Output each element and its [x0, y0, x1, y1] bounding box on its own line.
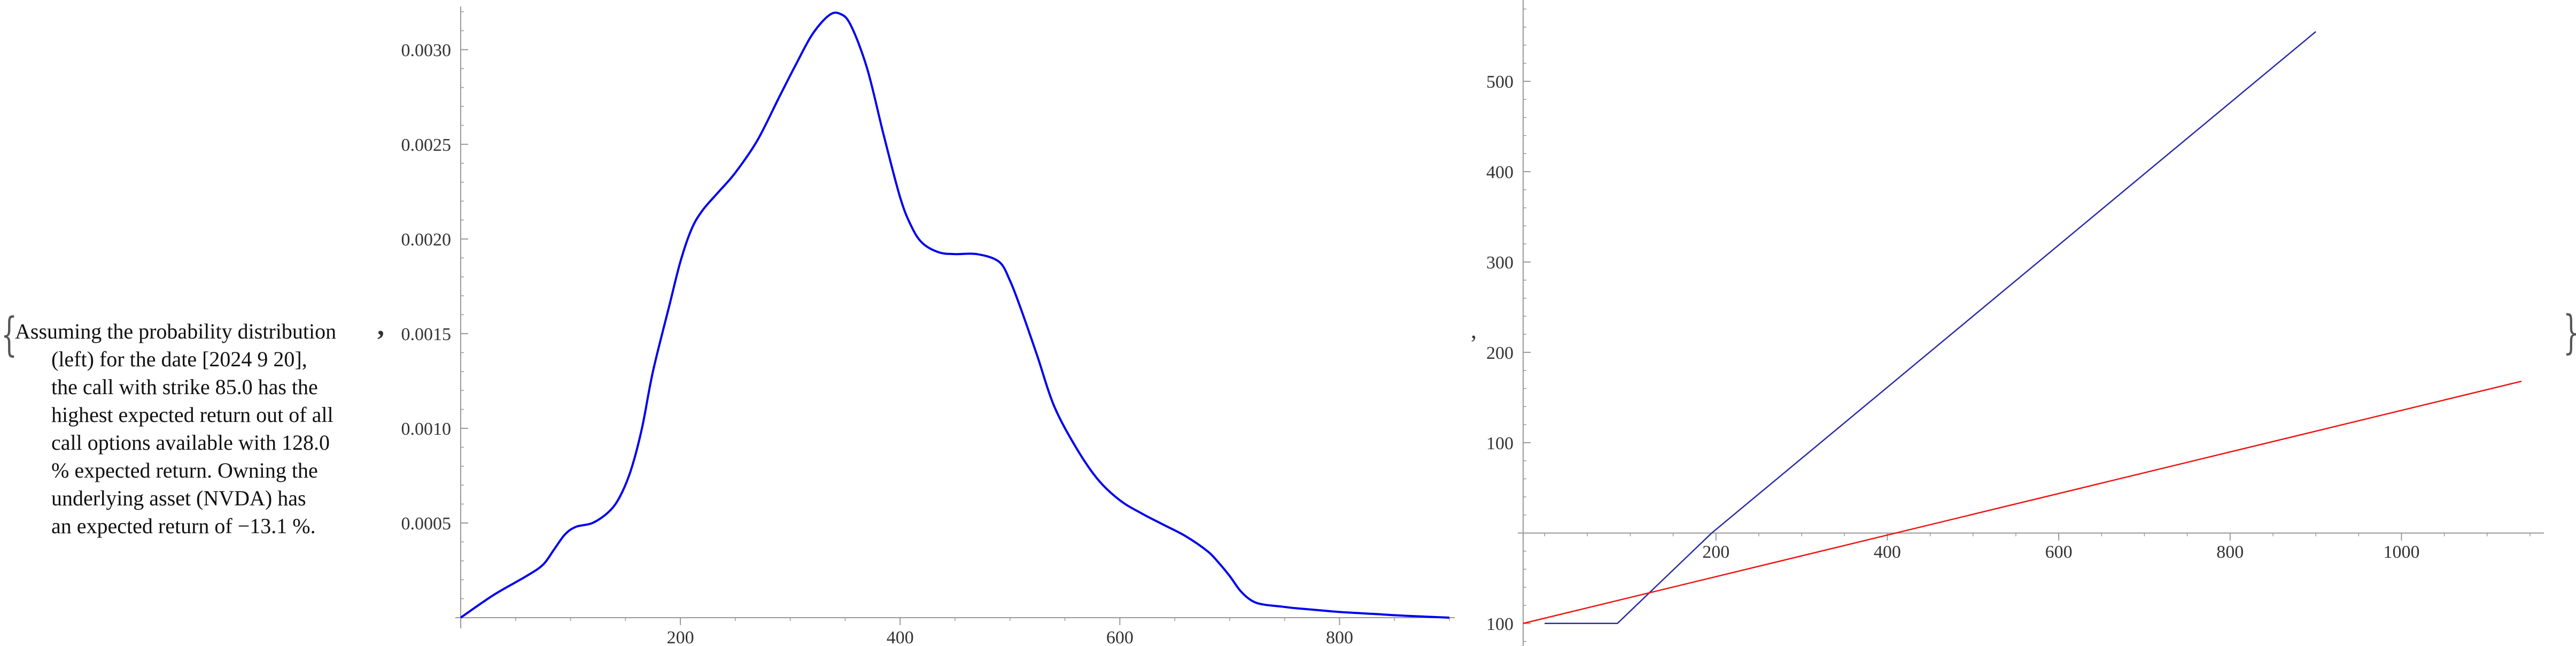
x-tick-label: 200 [1702, 542, 1729, 562]
y-tick-label: 100 [1486, 434, 1514, 453]
y-tick-label: 0.0025 [401, 135, 452, 155]
description-line: highest expected return out of all [51, 403, 333, 427]
open-brace: { [1, 308, 18, 362]
probability-density-chart: 200 400 600 800 0.0005 0.0010 0.0015 0.0020 0.00… [401, 6, 1455, 646]
call-option-payoff-line [1545, 31, 2316, 625]
x-tick-label: 400 [1874, 542, 1901, 562]
separator-comma: , [377, 311, 384, 341]
description-line: (left) for the date [2024 9 20], [51, 347, 307, 371]
separator-comma: , [1471, 317, 1477, 343]
expected-return-description: Assuming the probability distribution (l… [15, 318, 384, 540]
x-tick-label: 1000 [2383, 542, 2419, 562]
x-tick-label: 400 [887, 628, 914, 646]
x-tick-label: 800 [1326, 628, 1353, 646]
y-tick-label: 0.0020 [401, 230, 452, 250]
payoff-chart: 200 400 600 800 1000 -100 100 200 300 400 500 [1486, 0, 2544, 646]
y-tick-label: 300 [1486, 253, 1514, 273]
description-line: Assuming the probability distribution [15, 319, 337, 343]
y-tick-label: 400 [1486, 163, 1514, 182]
y-tick-label: 0.0030 [401, 41, 452, 60]
x-tick-label: 200 [667, 628, 694, 646]
description-line: call options available with 128.0 [51, 430, 330, 455]
y-tick-label: 500 [1486, 72, 1514, 92]
density-curve [460, 11, 1450, 619]
stock-payoff-line [1523, 380, 2522, 624]
y-tick-label: 0.0005 [401, 514, 452, 534]
y-tick-label: 200 [1486, 343, 1514, 363]
description-line: an expected return of −13.1 %. [51, 514, 316, 538]
y-tick-label: 0.0010 [401, 419, 452, 439]
description-line: % expected return. Owning the [51, 458, 318, 482]
description-line: the call with strike 85.0 has the [51, 375, 318, 399]
description-line: underlying asset (NVDA) has [51, 486, 306, 510]
x-tick-label: 600 [2045, 542, 2073, 562]
y-tick-label: 0.0015 [401, 325, 452, 344]
x-tick-label: 800 [2216, 542, 2244, 562]
close-brace: } [2563, 306, 2576, 359]
y-tick-label: -100 [1486, 614, 1514, 634]
x-tick-label: 600 [1106, 628, 1134, 646]
